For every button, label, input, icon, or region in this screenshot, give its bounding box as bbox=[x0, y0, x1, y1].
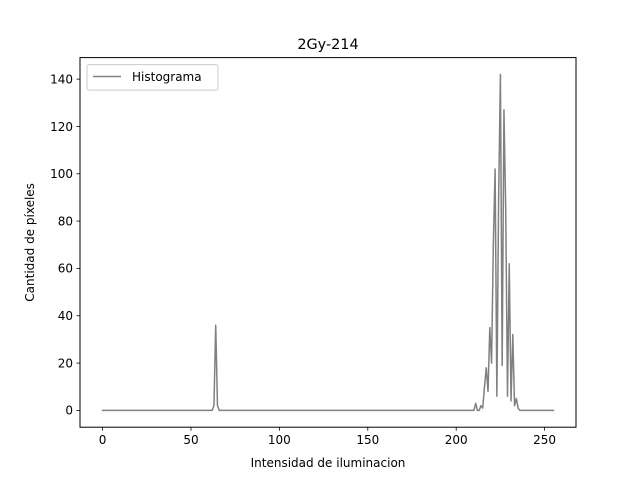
x-axis-label: Intensidad de iluminacion bbox=[251, 456, 406, 470]
series-line-histograma bbox=[101, 73, 555, 412]
x-tick-label: 250 bbox=[533, 433, 556, 447]
y-tick-label: 80 bbox=[58, 214, 73, 228]
y-tick-label: 60 bbox=[58, 262, 73, 276]
y-tick-label: 120 bbox=[50, 120, 73, 134]
axes-frame bbox=[79, 57, 577, 428]
x-tick-label: 0 bbox=[99, 433, 107, 447]
x-tick-label: 200 bbox=[445, 433, 468, 447]
y-tick-label: 40 bbox=[58, 309, 73, 323]
y-tick-label: 20 bbox=[58, 356, 73, 370]
y-tick-label: 100 bbox=[50, 167, 73, 181]
x-tick-label: 50 bbox=[183, 433, 198, 447]
legend-box bbox=[86, 64, 219, 91]
chart-title: 2Gy-214 bbox=[297, 37, 358, 53]
y-tick-label: 0 bbox=[65, 404, 73, 418]
y-axis-label: Cantidad de píxeles bbox=[23, 183, 37, 302]
x-tick-label: 100 bbox=[268, 433, 291, 447]
x-axis: 0 50 100 150 200 250 bbox=[99, 427, 556, 447]
y-axis: 0 20 40 60 80 100 120 140 bbox=[50, 72, 80, 418]
legend-label-histograma: Histograma bbox=[132, 70, 202, 84]
legend: Histograma bbox=[86, 64, 219, 91]
plot-area bbox=[101, 73, 555, 412]
y-tick-label: 140 bbox=[50, 72, 73, 86]
x-tick-label: 150 bbox=[356, 433, 379, 447]
